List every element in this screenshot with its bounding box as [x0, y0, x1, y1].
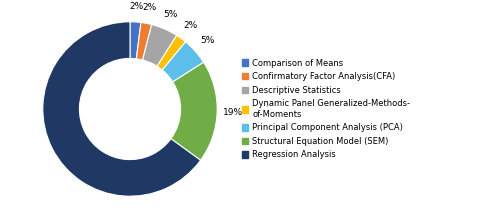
Wedge shape — [130, 22, 141, 59]
Wedge shape — [142, 25, 176, 66]
Wedge shape — [171, 62, 217, 160]
Legend: Comparison of Means, Confirmatory Factor Analysis(CFA), Descriptive Statistics, : Comparison of Means, Confirmatory Factor… — [242, 59, 410, 159]
Text: 2%: 2% — [130, 2, 143, 11]
Wedge shape — [157, 35, 186, 70]
Text: 5%: 5% — [164, 10, 178, 19]
Text: 2%: 2% — [142, 3, 156, 12]
Text: 19%: 19% — [223, 108, 243, 117]
Wedge shape — [136, 22, 152, 60]
Wedge shape — [162, 42, 203, 82]
Text: 2%: 2% — [184, 21, 198, 30]
Text: 5%: 5% — [200, 36, 214, 46]
Wedge shape — [43, 22, 201, 196]
